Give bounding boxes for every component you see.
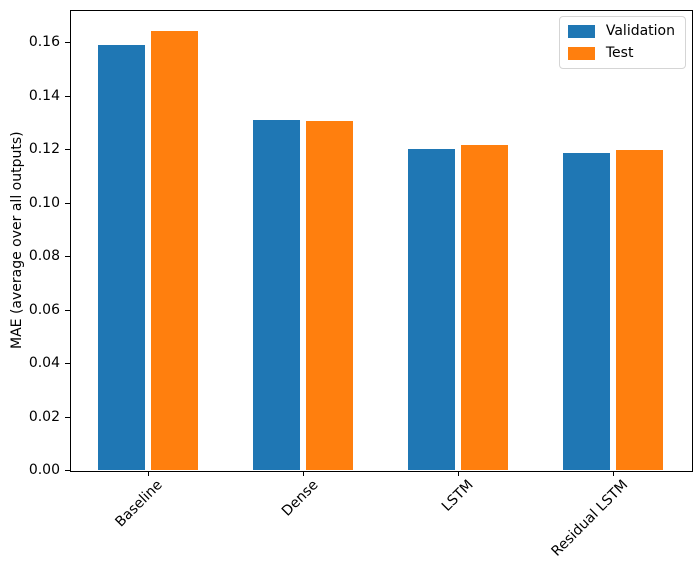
y-tick-label: 0.04 <box>28 355 60 372</box>
legend-row-validation: Validation <box>567 23 675 40</box>
x-tick-mark <box>613 471 615 476</box>
x-tick-mark <box>458 471 460 476</box>
y-tick-label: 0.16 <box>28 34 60 51</box>
y-tick-mark <box>65 95 70 97</box>
y-tick-mark <box>65 363 70 365</box>
y-tick-label: 0.14 <box>28 87 60 104</box>
legend-label: Validation <box>605 23 675 39</box>
y-tick-label: 0.10 <box>28 194 60 211</box>
legend-swatch-test <box>567 47 595 60</box>
bar-validation-residual-lstm <box>563 153 611 470</box>
x-tick-label: LSTM <box>438 477 477 515</box>
y-tick-label: 0.06 <box>28 301 60 318</box>
x-tick-label: Dense <box>278 477 322 520</box>
y-tick-mark <box>65 149 70 151</box>
y-tick-mark <box>65 202 70 204</box>
bar-test-lstm <box>461 145 509 470</box>
y-tick-label: 0.08 <box>28 248 60 265</box>
y-tick-mark <box>65 416 70 418</box>
legend: Validation Test <box>558 16 686 69</box>
bar-test-dense <box>305 120 353 470</box>
x-tick-label: Residual LSTM <box>549 477 632 560</box>
y-tick-mark <box>65 256 70 258</box>
x-tick-mark <box>147 471 149 476</box>
y-tick-mark <box>65 470 70 471</box>
y-tick-label: 0.12 <box>28 141 60 158</box>
y-tick-mark <box>65 309 70 311</box>
legend-label: Test <box>605 45 634 61</box>
y-tick-label: 0.00 <box>28 462 60 478</box>
bar-validation-dense <box>252 119 300 470</box>
bar-test-residual-lstm <box>616 150 664 470</box>
bar-validation-baseline <box>97 44 145 470</box>
bar-test-baseline <box>150 31 198 470</box>
legend-swatch-validation <box>567 25 595 38</box>
legend-row-test: Test <box>567 45 675 62</box>
x-tick-label: Baseline <box>112 477 166 531</box>
y-tick-label: 0.02 <box>28 408 60 425</box>
y-tick-mark <box>65 42 70 44</box>
bar-validation-lstm <box>408 149 456 470</box>
x-tick-mark <box>302 471 304 476</box>
